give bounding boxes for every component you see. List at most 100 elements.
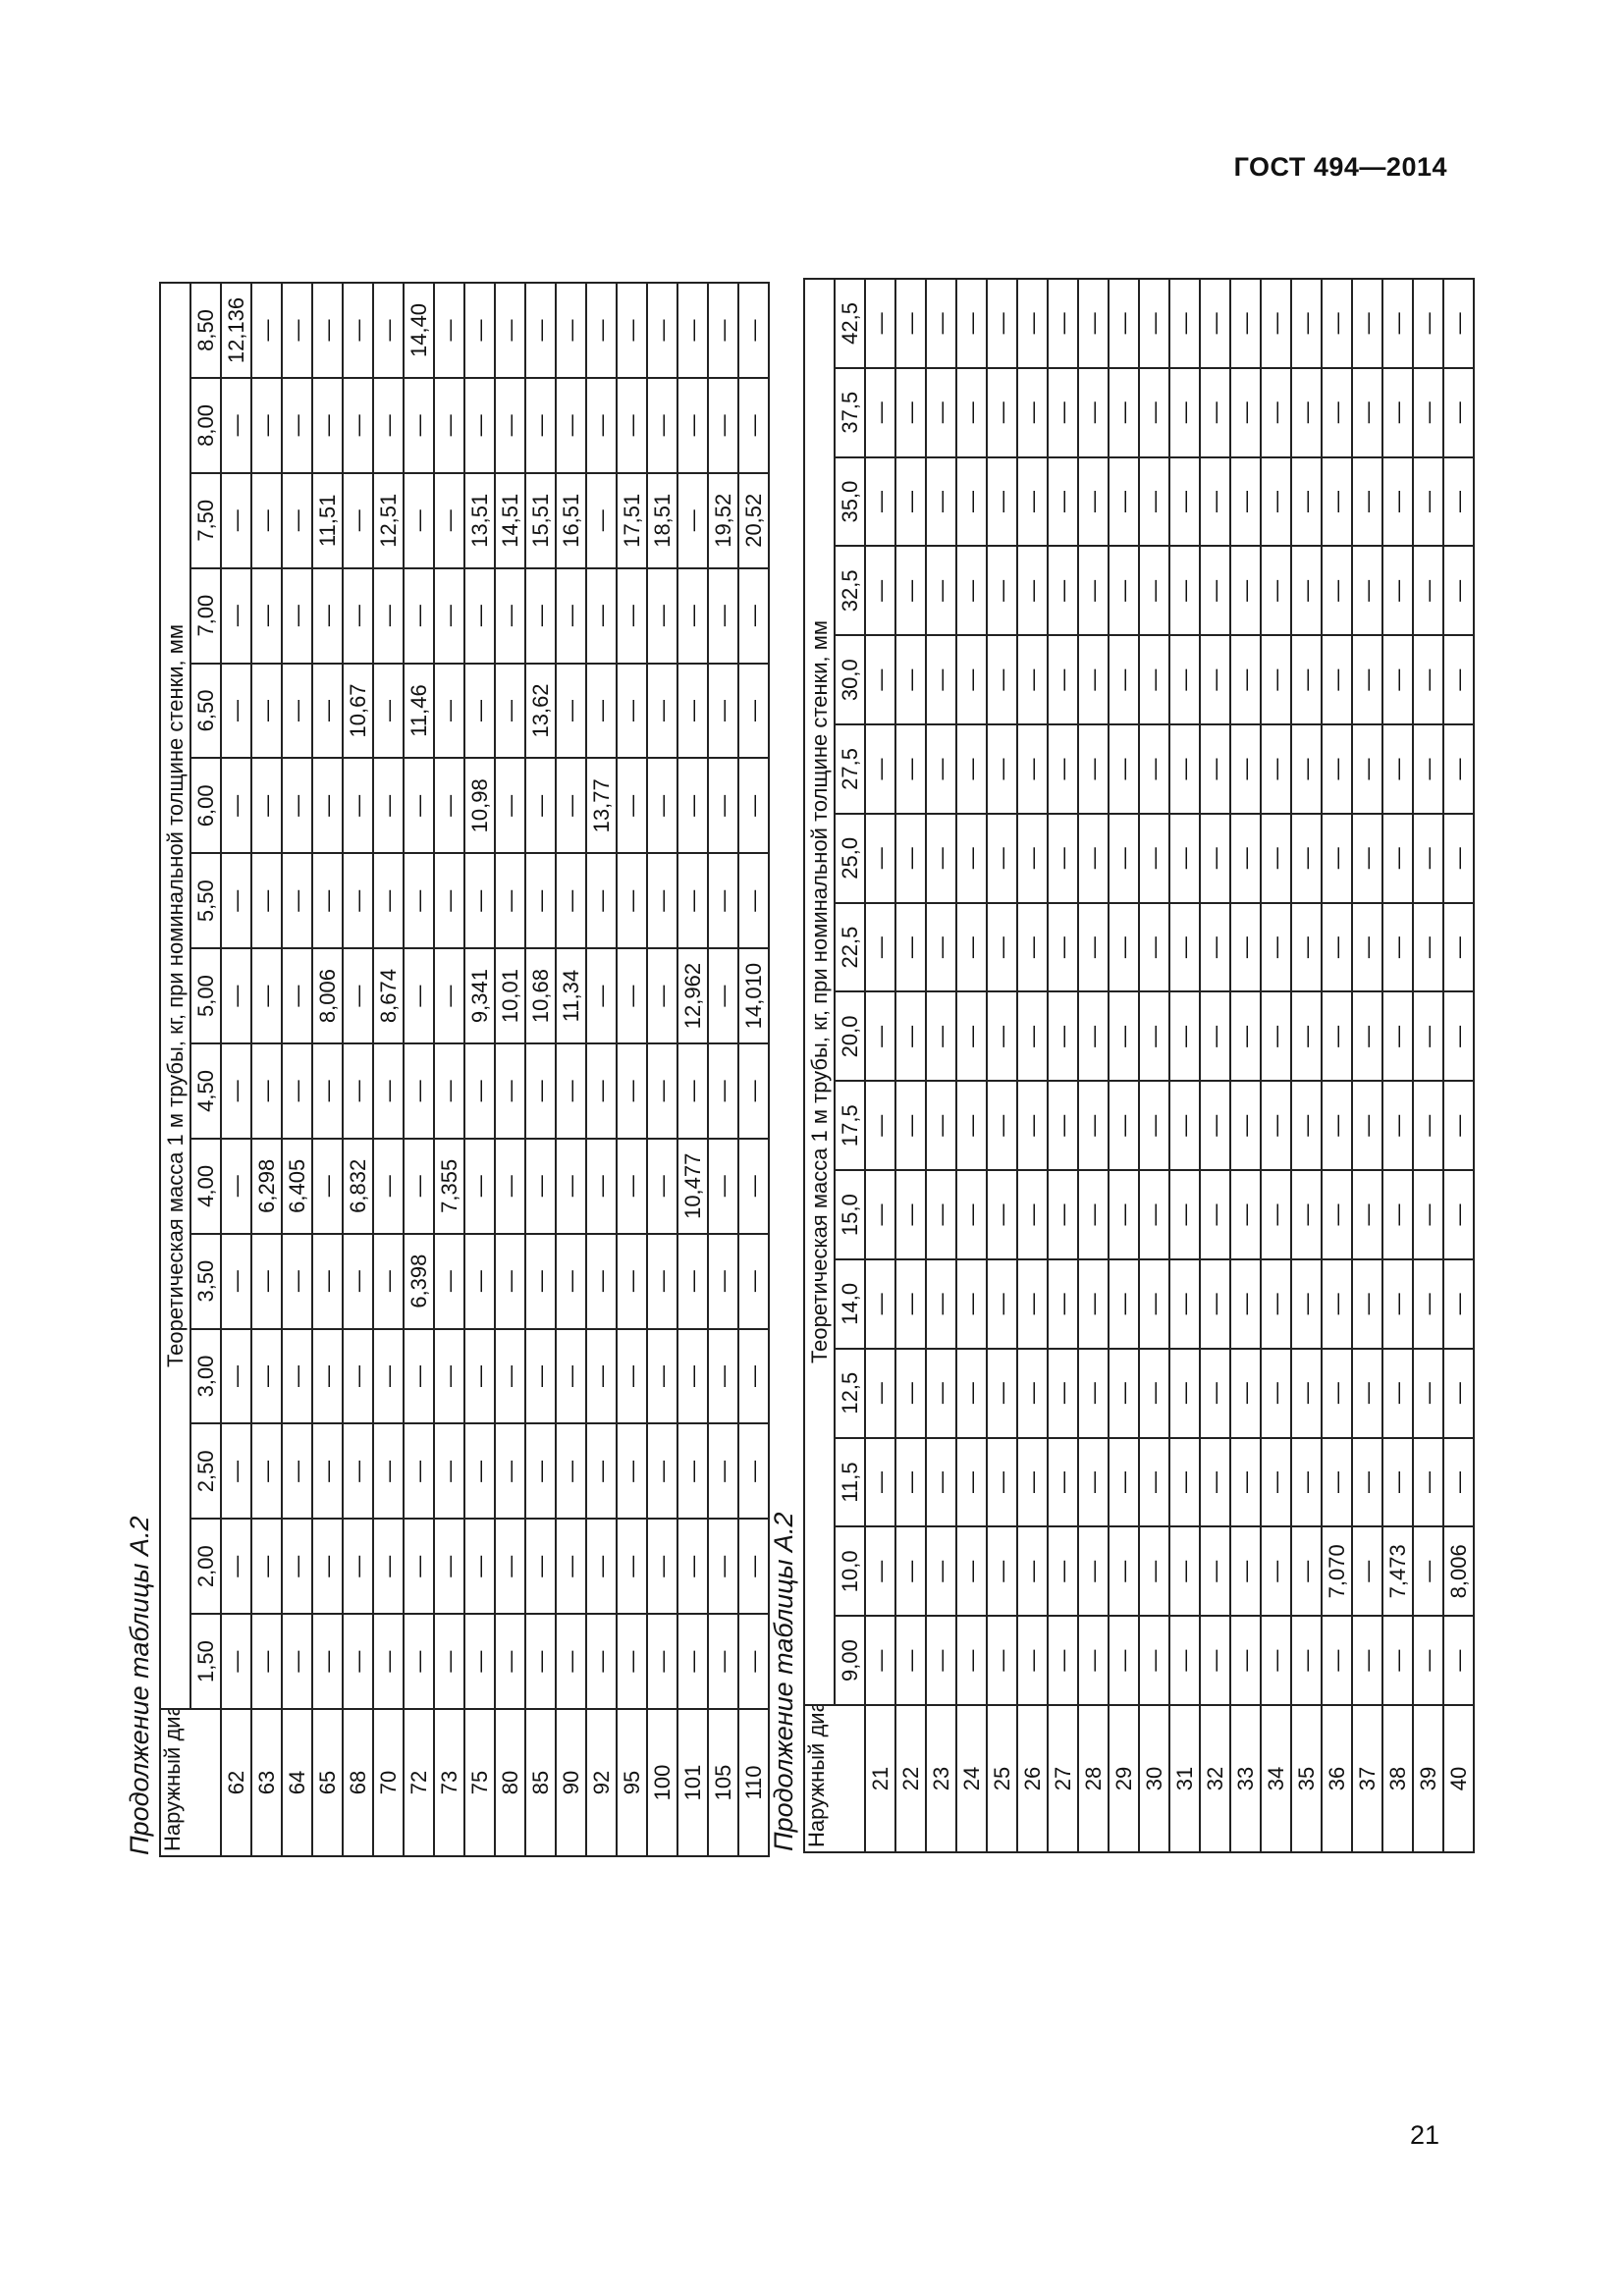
mass-cell: — xyxy=(1261,367,1291,457)
mass-cell: — xyxy=(1413,1258,1443,1349)
mass-cell: — xyxy=(404,377,434,473)
diameter-cell: 38 xyxy=(1382,1705,1413,1852)
mass-cell: — xyxy=(343,1328,373,1424)
mass-cell: — xyxy=(434,472,464,568)
mass-cell: — xyxy=(556,1042,586,1139)
mass-cell: — xyxy=(525,377,556,473)
mass-cell: — xyxy=(1078,813,1109,903)
mass-cell: — xyxy=(404,567,434,664)
table-block-2: Продолжение таблицы А.2 Наружный диаметр… xyxy=(764,278,1474,1853)
mass-cell: — xyxy=(1261,1170,1291,1259)
mass-cell: — xyxy=(1139,367,1169,457)
mass-cell: — xyxy=(1322,1616,1352,1705)
mass-cell: — xyxy=(1413,813,1443,903)
column-header: 10,0 xyxy=(835,1526,865,1617)
mass-cell: — xyxy=(617,758,647,854)
mass-cell: — xyxy=(1382,1170,1413,1259)
diameter-cell: 72 xyxy=(404,1709,434,1856)
mass-cell: — xyxy=(926,456,956,547)
mass-cell: — xyxy=(282,377,312,473)
mass-cell: — xyxy=(495,1042,525,1139)
mass-cell: — xyxy=(434,1233,464,1329)
mass-cell: — xyxy=(617,1138,647,1234)
diameter-cell: 29 xyxy=(1109,1705,1139,1852)
table-row: 63— — — — —6,298— — — — — — — — — xyxy=(251,283,282,1856)
mass-cell: — xyxy=(1109,902,1139,992)
mass-cell: — xyxy=(1048,1081,1078,1171)
mass-cell: — xyxy=(1200,1081,1230,1171)
mass-cell: — xyxy=(1169,1170,1200,1259)
mass-cell: — xyxy=(1322,1437,1352,1527)
mass-cell: — xyxy=(895,1526,926,1617)
mass-cell: — xyxy=(956,1437,987,1527)
mass-cell: — xyxy=(987,1437,1017,1527)
mass-cell: — xyxy=(617,1233,647,1329)
mass-cell: — xyxy=(1382,279,1413,368)
mass-cell: — xyxy=(1382,902,1413,992)
column-header: 17,5 xyxy=(835,1081,865,1171)
diameter-cell: 80 xyxy=(495,1709,525,1856)
mass-cell: — xyxy=(677,663,708,759)
mass-cell: — xyxy=(1352,1170,1382,1259)
diameter-cell: 62 xyxy=(221,1709,251,1856)
mass-cell: — xyxy=(987,1258,1017,1349)
mass-cell: — xyxy=(1048,1170,1078,1259)
mass-cell: — xyxy=(251,1042,282,1139)
diameter-cell: 21 xyxy=(865,1705,895,1852)
mass-cell: 11,46 xyxy=(404,663,434,759)
mass-cell: — xyxy=(1048,1258,1078,1349)
mass-cell: — xyxy=(251,1423,282,1520)
mass-cell: — xyxy=(1322,813,1352,903)
mass-cell: — xyxy=(956,991,987,1082)
mass-cell: — xyxy=(1048,1616,1078,1705)
table-row: 32— — — — — — — — — — — — — — — — xyxy=(1200,279,1230,1852)
mass-cell: — xyxy=(1291,1170,1322,1259)
mass-cell: — xyxy=(1139,1437,1169,1527)
mass-cell: — xyxy=(956,367,987,457)
mass-cell: — xyxy=(895,991,926,1082)
mass-cell: — xyxy=(1200,991,1230,1082)
mass-cell: — xyxy=(617,948,647,1043)
mass-cell: — xyxy=(495,1614,525,1709)
mass-cell: — xyxy=(312,1233,343,1329)
mass-cell: — xyxy=(1230,546,1261,636)
diameter-cell: 105 xyxy=(708,1709,738,1856)
mass-cell: — xyxy=(221,1614,251,1709)
mass-cell: — xyxy=(1109,1437,1139,1527)
mass-cell: — xyxy=(1413,991,1443,1082)
mass-cell: 11,51 xyxy=(312,472,343,568)
mass-cell: 12,962 xyxy=(677,948,708,1043)
mass-cell: — xyxy=(1169,1348,1200,1438)
mass-cell: — xyxy=(677,1042,708,1139)
mass-cell: 10,01 xyxy=(495,948,525,1043)
mass-cell: — xyxy=(1230,1348,1261,1438)
table-row: 90— — — — — — —11,34— — — —16,51— — xyxy=(556,283,586,1856)
mass-cell: — xyxy=(1200,902,1230,992)
mass-cell: — xyxy=(708,1614,738,1709)
mass-cell: — xyxy=(1017,456,1048,547)
mass-cell: — xyxy=(1078,724,1109,814)
mass-cell: — xyxy=(495,567,525,664)
diameter-cell: 85 xyxy=(525,1709,556,1856)
mass-cell: — xyxy=(865,813,895,903)
mass-cell: — xyxy=(895,546,926,636)
mass-cell: — xyxy=(404,1042,434,1139)
mass-cell: — xyxy=(956,1081,987,1171)
mass-cell: — xyxy=(556,1614,586,1709)
mass-cell: — xyxy=(647,1138,677,1234)
column-header: 5,50 xyxy=(190,853,221,949)
diameter-cell: 27 xyxy=(1048,1705,1078,1852)
column-header: 2,50 xyxy=(190,1423,221,1520)
mass-cell: — xyxy=(956,456,987,547)
mass-cell: — xyxy=(556,1519,586,1615)
mass-cell: — xyxy=(1413,367,1443,457)
mass-cell: — xyxy=(1139,635,1169,725)
diameter-cell: 33 xyxy=(1230,1705,1261,1852)
diameter-cell: 64 xyxy=(282,1709,312,1856)
mass-cell: — xyxy=(1139,1616,1169,1705)
mass-cell: — xyxy=(1322,1348,1352,1438)
mass-cell: — xyxy=(373,853,404,949)
mass-cell: — xyxy=(1048,1526,1078,1617)
mass-cell: — xyxy=(312,1423,343,1520)
mass-cell: — xyxy=(617,377,647,473)
